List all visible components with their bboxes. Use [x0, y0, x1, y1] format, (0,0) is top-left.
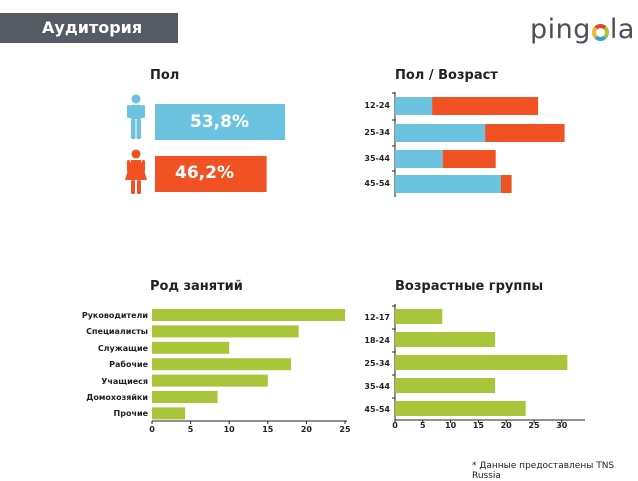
occupation-chart-title: Род занятий [150, 279, 243, 294]
age-x-tick-label: 10 [445, 421, 457, 430]
header-title: Аудитория [42, 18, 143, 37]
age-group-label-12-17: 12-17 [364, 313, 390, 322]
occupation-label-2: Служащие [97, 343, 148, 353]
bar-35-44-series-1 [442, 150, 496, 168]
occupation-label-4: Учащиеся [101, 376, 148, 386]
bar-45-54-series-1 [501, 175, 512, 193]
occupation-x-tick-label: 0 [149, 425, 155, 434]
occupation-bar-6 [152, 407, 186, 420]
age-groups-chart-title: Возрастные группы [395, 279, 544, 294]
gender-age-chart-title: Пол / Возраст [395, 68, 498, 83]
logo-text-end: la [609, 14, 635, 45]
age-x-tick-label: 25 [528, 421, 540, 430]
age-x-tick-label: 0 [392, 421, 398, 430]
bar-25-34-series-1 [485, 124, 565, 142]
bar-35-44-series-0 [395, 150, 443, 168]
header-title-bar: Аудитория [0, 13, 178, 43]
age-x-tick-label: 30 [556, 421, 568, 430]
category-label-35-44: 35-44 [364, 154, 390, 163]
age-group-bar-18-24 [395, 332, 496, 347]
occupation-x-tick-label: 10 [223, 425, 235, 434]
age-x-tick-label: 15 [472, 421, 484, 430]
bar-25-34-series-0 [395, 124, 486, 142]
bar-12-24-series-0 [395, 97, 433, 115]
age-group-label-25-34: 25-34 [364, 359, 390, 368]
occupation-bar-4 [152, 374, 268, 387]
occupation-x-tick-label: 5 [187, 425, 194, 434]
pingola-logo: ping la [530, 12, 635, 48]
occupation-x-tick-label: 25 [339, 425, 351, 434]
age-group-bar-12-17 [395, 309, 443, 324]
occupation-bar-2 [152, 341, 230, 354]
male-share-bar [155, 104, 285, 140]
age-group-label-35-44: 35-44 [364, 382, 390, 391]
age-group-label-18-24: 18-24 [364, 336, 390, 345]
male-figure-icon [127, 94, 145, 139]
female-figure-icon [125, 149, 147, 194]
age-group-label-45-54: 45-54 [364, 405, 390, 414]
gender-chart-title: Пол [150, 68, 180, 83]
occupation-label-6: Прочие [113, 409, 148, 419]
occupation-label-0: Руководители [81, 311, 148, 320]
bar-12-24-series-1 [432, 97, 539, 115]
category-label-25-34: 25-34 [364, 128, 390, 137]
occupation-bar-0 [152, 309, 345, 321]
occupation-label-5: Домохозяйки [86, 393, 148, 402]
occupation-label-1: Специалисты [86, 327, 148, 337]
logo-ring-icon [591, 24, 609, 41]
age-group-bar-25-34 [395, 355, 568, 370]
bar-45-54-series-0 [395, 175, 501, 193]
data-source-footnote: * Данные предоставлены TNS Russia [472, 461, 615, 481]
female-share-bar [155, 156, 267, 192]
age-x-tick-label: 5 [420, 421, 426, 430]
age-group-bar-35-44 [395, 378, 496, 393]
occupation-x-tick-label: 20 [300, 425, 312, 434]
occupation-bar-1 [152, 325, 299, 338]
age-group-bar-45-54 [395, 401, 526, 416]
age-x-tick-label: 20 [500, 421, 512, 430]
male-share-label: 53,8% [190, 112, 249, 132]
occupation-x-tick-label: 15 [262, 425, 274, 434]
female-share-label: 46,2% [175, 163, 234, 183]
occupation-bar-5 [152, 391, 218, 403]
category-label-45-54: 45-54 [364, 179, 390, 188]
category-label-12-24: 12-24 [364, 101, 390, 110]
occupation-label-3: Рабочие [109, 360, 148, 370]
logo-text-start: ping [530, 14, 591, 45]
occupation-bar-3 [152, 358, 291, 371]
